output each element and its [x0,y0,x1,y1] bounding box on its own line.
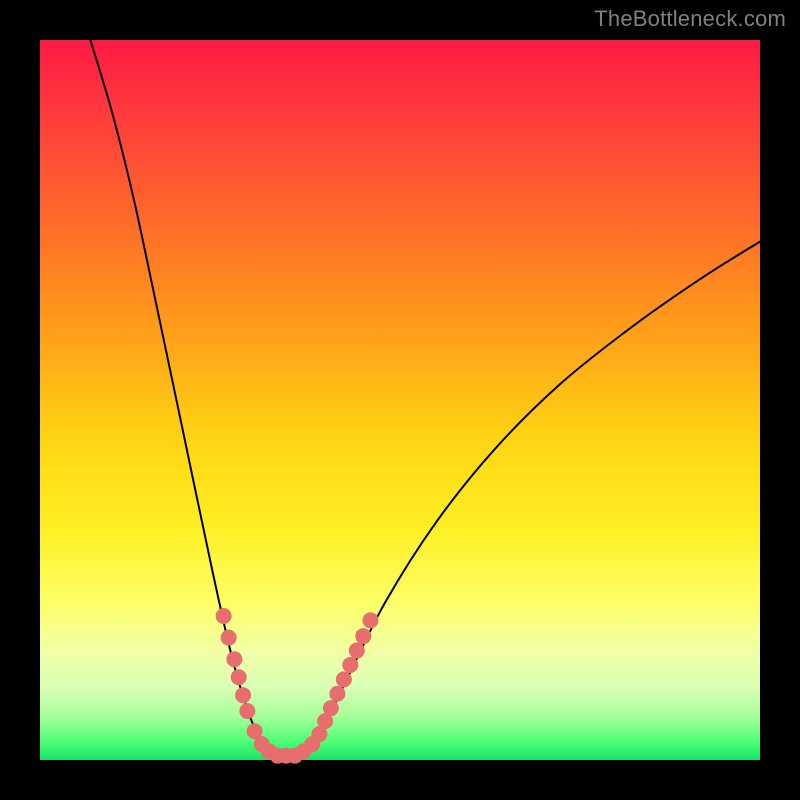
data-dot [231,669,247,685]
data-dot [323,700,339,716]
data-dot [329,686,345,702]
data-dot [336,671,352,687]
plot-background [40,40,760,760]
data-dot [342,657,358,673]
data-dot [226,651,242,667]
chart-stage: TheBottleneck.com [0,0,800,800]
watermark-text: TheBottleneck.com [594,6,786,32]
data-dot [221,630,237,646]
chart-svg [0,0,800,800]
data-dot [239,703,255,719]
data-dot [349,643,365,659]
data-dot [235,687,251,703]
data-dot [355,628,371,644]
data-dot [216,608,232,624]
data-dot [362,612,378,628]
